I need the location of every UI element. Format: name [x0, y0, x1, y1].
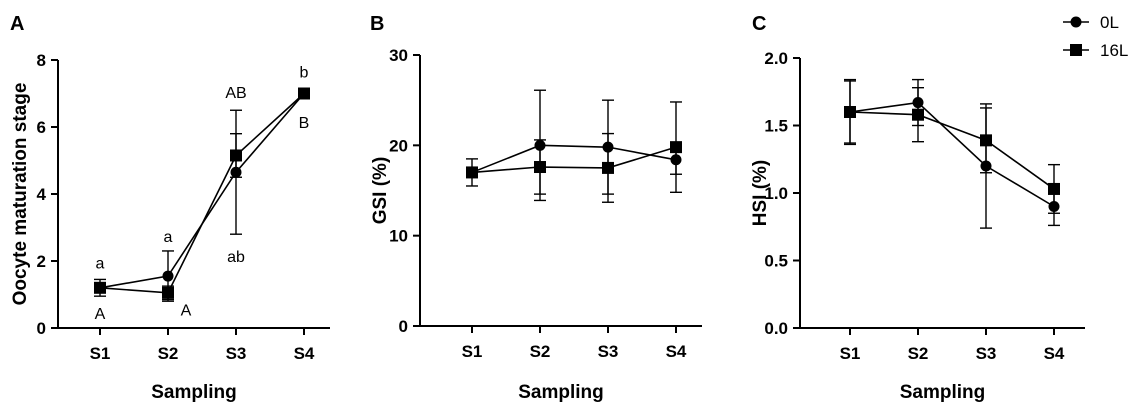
data-point-square	[162, 286, 174, 299]
data-point-square	[1048, 182, 1060, 195]
y-tick-label: 30	[389, 46, 408, 65]
x-tick-label: S3	[598, 342, 619, 361]
significance-label: A	[95, 306, 106, 323]
legend-marker-circle	[1070, 16, 1082, 28]
data-point-square	[980, 134, 992, 147]
y-axis-title: Oocyte maturation stage	[10, 83, 31, 306]
x-axis-title: Sampling	[900, 382, 986, 403]
significance-label: A	[181, 303, 192, 320]
series-line-16l	[849, 111, 1055, 190]
data-point-square	[912, 108, 924, 121]
data-point-square	[534, 161, 546, 174]
data-point-square	[298, 87, 310, 100]
legend-marker-square	[1070, 44, 1082, 56]
x-tick-label: S4	[666, 342, 687, 361]
x-tick-label: S2	[158, 344, 179, 363]
significance-label: b	[300, 65, 309, 82]
data-point-square	[844, 106, 856, 118]
series-line-0l	[471, 144, 677, 174]
data-point-square	[230, 149, 242, 162]
x-axis-title: Sampling	[518, 382, 604, 403]
data-point-square	[670, 141, 682, 154]
panel-letter: B	[370, 13, 384, 35]
significance-label: ab	[227, 249, 245, 266]
y-tick-label: 20	[389, 136, 408, 155]
x-axis-title: Sampling	[151, 382, 237, 403]
x-tick-label: S1	[90, 344, 111, 363]
y-tick-label: 6	[37, 118, 46, 137]
legend-label: 0L	[1100, 13, 1119, 32]
data-point-circle	[162, 270, 174, 282]
significance-label: AB	[225, 85, 246, 102]
series-line-16l	[99, 92, 305, 294]
significance-label: a	[164, 229, 173, 246]
data-point-square	[602, 161, 614, 174]
y-axis-title: GSI (%)	[370, 157, 391, 225]
y-tick-label: 0	[399, 317, 408, 336]
legend-label: 16L	[1100, 41, 1128, 60]
x-tick-label: S2	[530, 342, 551, 361]
series-line-0l	[99, 92, 305, 289]
significance-label: B	[299, 115, 310, 132]
x-tick-label: S3	[976, 344, 997, 363]
x-tick-label: S1	[462, 342, 483, 361]
panel-letter: C	[752, 13, 766, 35]
panel-c: C 0.0 0.5 1.0 1.5 2.0 S1 S2 S3 S4 Sampling HSI (%)	[750, 13, 1085, 403]
y-tick-label: 1.5	[764, 117, 788, 136]
data-point-square	[94, 281, 106, 294]
panel-b: B 0 10 20 30 S1 S2 S3 S4 Sampling GSI (%)	[370, 13, 702, 403]
significance-label: a	[96, 256, 105, 273]
y-tick-label: 2	[37, 252, 46, 271]
x-tick-label: S1	[840, 344, 861, 363]
x-tick-label: S4	[1044, 344, 1065, 363]
y-tick-label: 10	[389, 227, 408, 246]
x-tick-label: S3	[226, 344, 247, 363]
data-point-square	[466, 166, 478, 179]
panel-letter: A	[10, 13, 24, 35]
y-tick-label: 1.0	[764, 184, 788, 203]
y-tick-label: 2.0	[764, 49, 788, 68]
y-tick-label: 0.0	[764, 319, 788, 338]
series-line-0l	[849, 101, 1055, 208]
y-tick-label: 4	[37, 185, 47, 204]
x-tick-label: S2	[908, 344, 929, 363]
y-tick-label: 0.5	[764, 252, 788, 271]
y-tick-label: 8	[37, 51, 46, 70]
series-line-16l	[471, 146, 677, 174]
y-tick-label: 0	[37, 319, 46, 338]
x-tick-label: S4	[294, 344, 315, 363]
y-axis-title: HSI (%)	[750, 160, 771, 227]
panel-a: A 0 2 4 6 8 S1 S2 S3 S4 Sampling Oocyte maturation …	[10, 13, 330, 403]
